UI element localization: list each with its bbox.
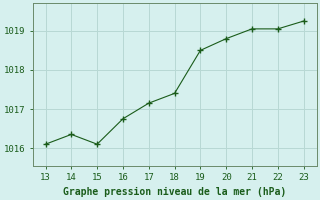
X-axis label: Graphe pression niveau de la mer (hPa): Graphe pression niveau de la mer (hPa) [63,186,286,197]
